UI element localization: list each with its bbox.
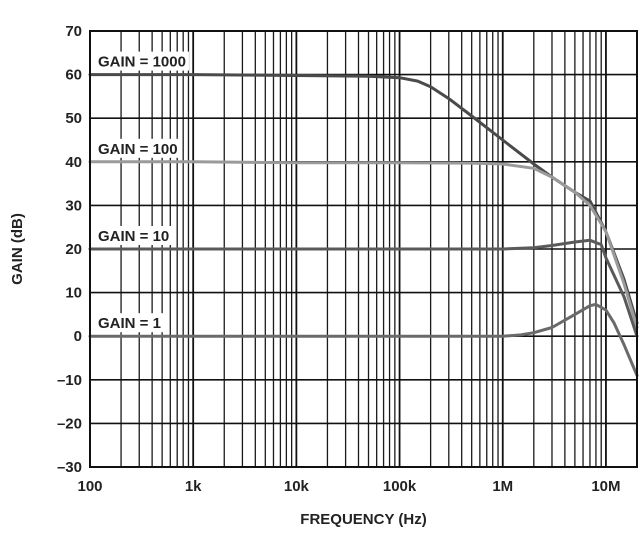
series-label-background	[95, 51, 189, 71]
x-tick-labels: 100 1k 10k 100k 1M 10M	[77, 478, 620, 495]
y-tick-label: 0	[74, 328, 82, 345]
series-label-background	[95, 313, 164, 333]
series-line	[88, 238, 639, 338]
y-tick-label: –10	[57, 372, 82, 389]
series-lines	[88, 73, 639, 377]
y-tick-label: 40	[65, 154, 82, 171]
y-tick-label: 30	[65, 197, 82, 214]
x-tick-label: 100	[77, 478, 102, 495]
y-tick-label: –30	[57, 459, 82, 476]
series-label: GAIN = 1000	[98, 54, 186, 71]
x-tick-label: 10k	[284, 478, 310, 495]
series-label: GAIN = 1	[98, 315, 161, 332]
series-line	[88, 302, 639, 377]
series-label: GAIN = 100	[98, 141, 178, 158]
y-tick-label: 10	[65, 285, 82, 302]
y-tick-label: –20	[57, 415, 82, 432]
x-tick-label: 1k	[185, 478, 202, 495]
series-label: GAIN = 10	[98, 228, 169, 245]
y-tick-labels: 70 60 50 40 30 20 10 0 –10 –20 –30	[57, 23, 82, 476]
y-axis-title: GAIN (dB)	[9, 213, 26, 285]
series-labels: GAIN = 1000 GAIN = 100 GAIN = 10 GAIN = 1	[95, 51, 189, 333]
x-tick-label: 1M	[492, 478, 513, 495]
x-axis-title: FREQUENCY (Hz)	[300, 511, 426, 528]
series-line	[88, 73, 639, 325]
series-line	[88, 160, 639, 329]
y-tick-label: 50	[65, 110, 82, 127]
plot-frame	[89, 30, 638, 468]
y-tick-label: 60	[65, 67, 82, 84]
x-tick-label: 100k	[383, 478, 417, 495]
y-tick-label: 70	[65, 23, 82, 40]
y-tick-label: 20	[65, 241, 82, 258]
x-tick-label: 10M	[591, 478, 620, 495]
series-label-background	[95, 226, 173, 245]
series-label-background	[95, 138, 181, 158]
